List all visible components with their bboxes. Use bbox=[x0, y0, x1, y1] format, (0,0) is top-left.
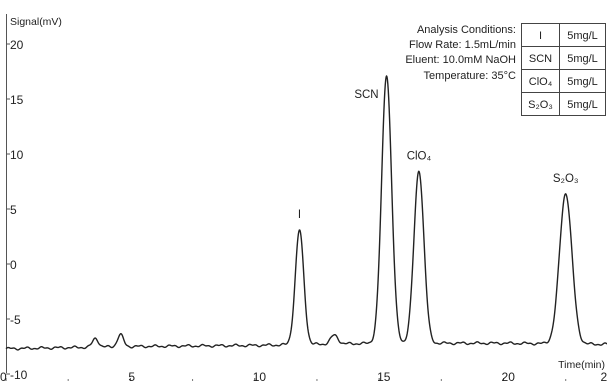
y-tick-label: 10 bbox=[10, 148, 24, 162]
y-tick-label: 5 bbox=[10, 203, 17, 217]
trace-layer bbox=[5, 75, 607, 351]
conditions-title: Analysis Conditions: bbox=[417, 24, 516, 36]
peak-label: ClO₄ bbox=[407, 150, 432, 162]
x-axis-title: Time(min) bbox=[558, 359, 605, 371]
concentration-table: I 5mg/L SCN 5mg/L ClO₄ 5mg/L S₂O₃ 5mg/L bbox=[521, 23, 606, 116]
x-tick-label: 20 bbox=[502, 370, 516, 383]
table-ion-cell: S₂O₃ bbox=[528, 99, 553, 111]
peak-labels: I SCN ClO₄ S₂O₃ bbox=[298, 89, 579, 221]
conditions-flow-rate: Flow Rate: 1.5mL/min bbox=[409, 39, 516, 51]
table-conc-cell: 5mg/L bbox=[567, 53, 598, 65]
y-tick-label: 15 bbox=[10, 93, 24, 107]
x-tick-label: 15 bbox=[377, 370, 391, 383]
peak-label: I bbox=[298, 209, 301, 221]
peak-label: SCN bbox=[354, 89, 378, 101]
y-tick-label: 0 bbox=[10, 258, 17, 272]
table-conc-cell: 5mg/L bbox=[567, 99, 598, 111]
x-tick-label: 0 bbox=[0, 370, 7, 383]
y-axis-title: Signal(mV) bbox=[10, 16, 62, 28]
x-tick-label: 5 bbox=[128, 370, 135, 383]
y-tick-label: -5 bbox=[10, 313, 21, 327]
y-tick-label: 20 bbox=[10, 38, 24, 52]
x-tick-label: 2 bbox=[601, 370, 607, 383]
peak-label: S₂O₃ bbox=[553, 173, 579, 185]
conditions-eluent: Eluent: 10.0mM NaOH bbox=[405, 54, 516, 66]
table-ion-cell: ClO₄ bbox=[529, 76, 553, 88]
table-ion-cell: I bbox=[539, 30, 542, 42]
table-ion-cell: SCN bbox=[529, 53, 552, 65]
conditions-box: Analysis Conditions: Flow Rate: 1.5mL/mi… bbox=[405, 24, 516, 82]
table-conc-cell: 5mg/L bbox=[567, 76, 598, 88]
y-tick-label: -10 bbox=[10, 368, 28, 382]
table-conc-cell: 5mg/L bbox=[567, 30, 598, 42]
x-tick-label: 10 bbox=[253, 370, 267, 383]
conditions-temperature: Temperature: 35°C bbox=[424, 70, 516, 82]
chromatogram-trace bbox=[5, 75, 607, 351]
